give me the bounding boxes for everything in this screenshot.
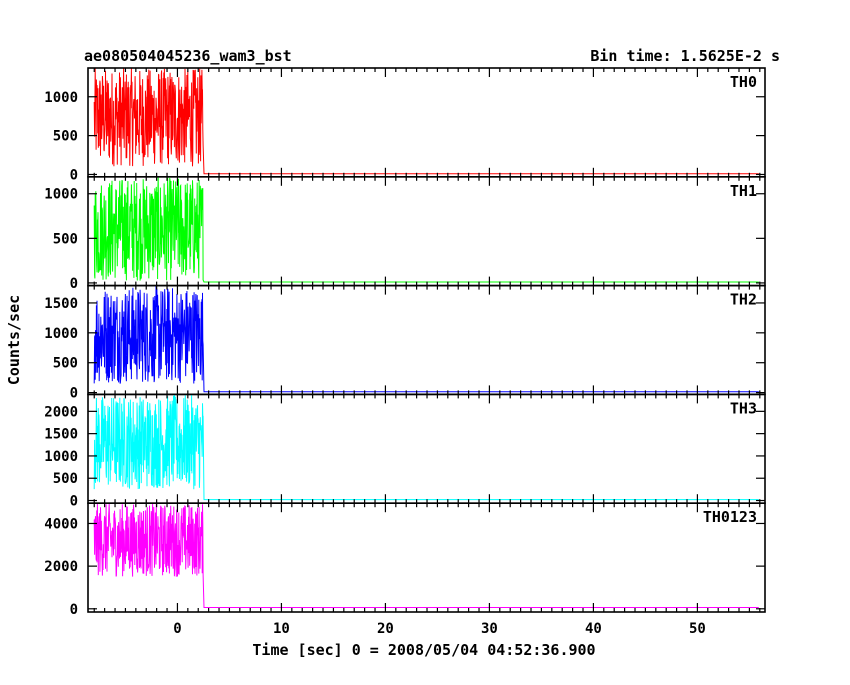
y-tick-label-th0123: 2000 [44,559,78,575]
y-tick-label-th3: 1000 [44,449,78,465]
x-tick-label: 50 [689,621,706,637]
panel-label-th0123: TH0123 [703,508,757,526]
series-line-th0 [93,68,759,175]
y-tick-label-th1: 500 [53,231,78,247]
panels-group: TH005001000TH105001000TH2050010001500TH3… [44,67,766,637]
panel-label-th1: TH1 [730,182,757,200]
series-line-th2 [93,285,759,393]
x-tick-label: 30 [481,621,498,637]
y-tick-label-th0123: 0 [70,602,78,618]
y-tick-label-th0: 500 [53,129,78,145]
y-tick-label-th3: 2000 [44,404,78,420]
series-line-th0123 [93,503,759,608]
y-tick-label-th1: 0 [70,276,78,292]
y-axis-label: Counts/sec [5,295,23,385]
y-tick-label-th0123: 4000 [44,516,78,532]
y-tick-label-th2: 0 [70,386,78,402]
y-tick-label-th2: 1500 [44,296,78,312]
x-axis-label: Time [sec] 0 = 2008/05/04 04:52:36.900 [252,641,595,659]
y-tick-label-th0: 1000 [44,90,78,106]
y-tick-label-th3: 500 [53,471,78,487]
chart-title: ae080504045236_wam3_bst [84,47,292,65]
panel-label-th0: TH0 [730,73,757,91]
y-tick-label-th2: 1000 [44,326,78,342]
x-tick-label: 40 [585,621,602,637]
series-line-th1 [93,176,759,283]
panel-label-th3: TH3 [730,399,757,417]
chart-subtitle: Bin time: 1.5625E-2 s [590,47,780,65]
y-tick-label-th3: 0 [70,494,78,510]
y-tick-label-th0: 0 [70,167,78,183]
y-tick-label-th1: 1000 [44,187,78,203]
x-tick-label: 0 [173,621,181,637]
x-tick-label: 10 [273,621,290,637]
panel-frame-th0 [87,67,766,178]
series-line-th3 [93,394,759,501]
y-tick-label-th2: 500 [53,356,78,372]
panel-label-th2: TH2 [730,291,757,309]
y-tick-label-th3: 1500 [44,427,78,443]
x-tick-label: 20 [377,621,394,637]
